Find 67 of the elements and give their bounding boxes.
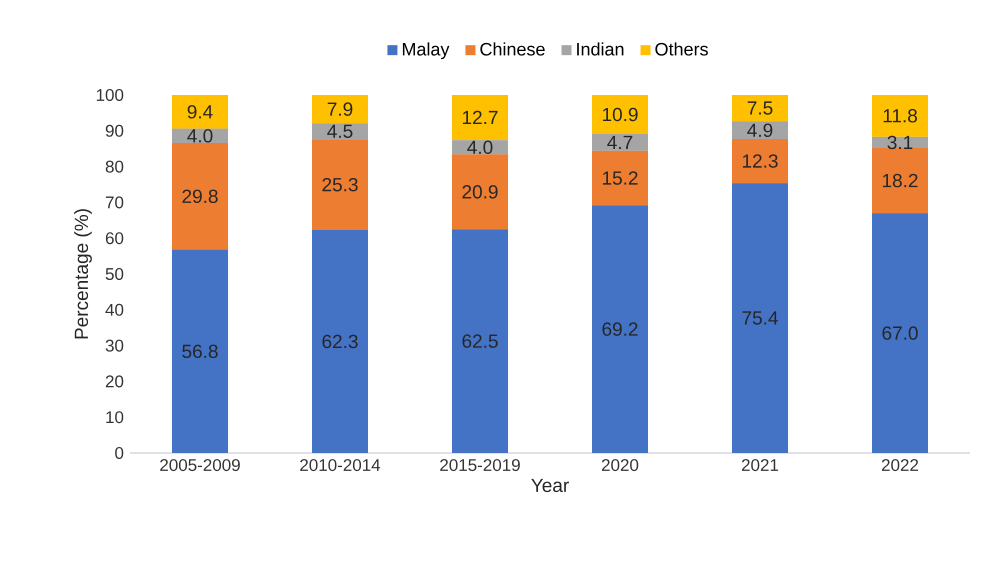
data-label: 9.4 <box>188 105 213 119</box>
bar <box>592 205 648 453</box>
bar <box>592 150 648 206</box>
x-tick-label: 2005-2009 <box>160 459 240 472</box>
bar <box>872 94 928 137</box>
x-tick-label: 2015-2019 <box>440 459 520 472</box>
legend-label: Chinese <box>480 42 545 56</box>
bar <box>452 229 508 453</box>
y-tick-label: 100 <box>96 88 124 102</box>
data-label: 25.3 <box>322 178 358 192</box>
bar <box>312 139 368 230</box>
bar <box>872 136 928 148</box>
bar <box>312 230 368 453</box>
bar <box>452 94 508 140</box>
data-label: 62.5 <box>462 334 498 348</box>
x-tick-label: 2020 <box>602 459 638 472</box>
y-tick-label: 40 <box>105 304 124 316</box>
bar <box>732 94 788 122</box>
data-label: 4.0 <box>467 140 492 154</box>
y-axis-title: Percentage (%) <box>74 209 92 338</box>
data-label: 3.1 <box>888 136 912 150</box>
data-label: 4.9 <box>747 124 772 137</box>
y-tick-label: 20 <box>106 375 124 388</box>
bar <box>172 94 228 129</box>
data-label: 10.9 <box>602 108 638 122</box>
x-tick-label: 2022 <box>882 459 918 472</box>
bar <box>172 142 228 250</box>
bar <box>312 94 368 124</box>
legend-label: Malay <box>402 42 450 60</box>
data-label: 15.2 <box>602 171 638 185</box>
bar <box>872 148 928 214</box>
data-label: 4.7 <box>607 136 632 149</box>
data-label: 20.9 <box>462 185 498 199</box>
bar <box>732 139 788 184</box>
data-label: 12.7 <box>462 110 498 124</box>
legend-label: Others <box>655 42 708 56</box>
y-tick-label: 60 <box>106 232 124 244</box>
bar <box>872 213 928 453</box>
data-label: 67.0 <box>882 326 918 340</box>
data-label: 7.5 <box>748 101 772 115</box>
y-tick-label: 10 <box>106 411 124 424</box>
x-tick-label: 2010-2014 <box>300 459 380 472</box>
data-label: 18.2 <box>882 174 918 188</box>
data-label: 7.9 <box>328 102 352 116</box>
bar <box>172 250 228 453</box>
bar <box>452 154 508 230</box>
data-label: 56.8 <box>182 344 218 358</box>
bar <box>592 94 648 134</box>
data-label: 69.2 <box>602 322 638 336</box>
data-label: 11.8 <box>884 109 917 122</box>
y-tick-label: 90 <box>106 124 124 137</box>
y-tick-label: 80 <box>106 160 124 173</box>
bar <box>592 134 648 151</box>
data-label: 62.3 <box>322 334 358 348</box>
y-tick-label: 0 <box>115 446 124 460</box>
bar <box>732 183 788 453</box>
data-label: 29.8 <box>182 190 218 204</box>
y-tick-label: 50 <box>106 268 124 280</box>
x-axis-title: Year <box>531 478 569 492</box>
y-tick-label: 30 <box>106 340 124 352</box>
x-tick-label: 2021 <box>742 459 778 472</box>
y-tick-label: 70 <box>106 196 124 208</box>
data-label: 4.5 <box>327 124 352 138</box>
data-label: 4.0 <box>187 129 212 143</box>
legend-label: Indian <box>577 42 624 56</box>
data-label: 12.3 <box>742 154 778 168</box>
data-label: 75.4 <box>742 311 778 325</box>
